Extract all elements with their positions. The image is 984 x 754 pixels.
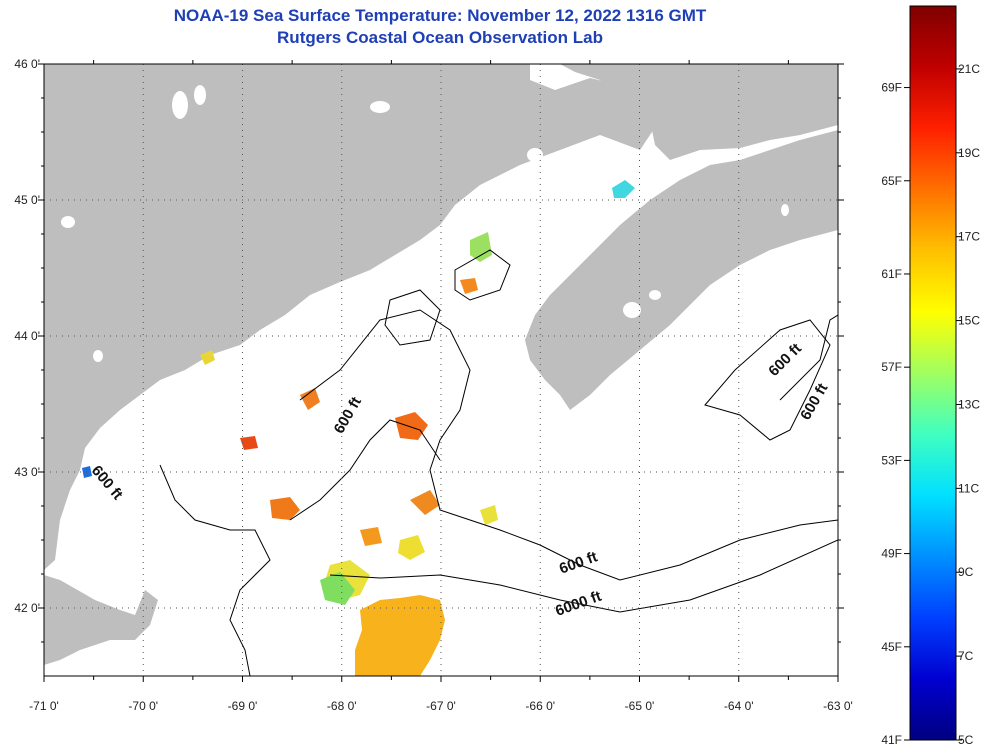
- title-line-2: Rutgers Coastal Ocean Observation Lab: [277, 28, 603, 47]
- land-new-brunswick: [560, 64, 838, 160]
- contour-600ft-scotian-2: [779, 314, 838, 401]
- sst-patch-orange-1: [270, 497, 300, 520]
- lon-tick-label: -69 0': [228, 699, 258, 713]
- colorbar-c-label: 7C: [958, 649, 974, 663]
- contour-600ft-west: [159, 464, 271, 676]
- sst-patch-orange-3: [300, 388, 320, 410]
- map-frame: [43, 63, 839, 677]
- lat-tick-label: 46 0': [14, 57, 40, 71]
- sst-patch-orange-5: [410, 490, 440, 515]
- contour-600ft-gulf: [289, 419, 441, 521]
- sst-patch-fundy-cyan: [612, 180, 635, 198]
- colorbar-f-label: 41F: [881, 733, 902, 747]
- contour-600ft-basin: [299, 309, 838, 581]
- colorbar-f-label: 65F: [881, 174, 902, 188]
- sst-patch-yellow-1: [398, 535, 425, 560]
- colorbar-f-label: 45F: [881, 640, 902, 654]
- lat-tick-label: 44 0': [14, 329, 40, 343]
- lon-tick-label: -64 0': [724, 699, 754, 713]
- colorbar: [909, 5, 957, 741]
- land-cape-cod: [44, 575, 158, 665]
- land-nova-scotia: [525, 130, 838, 410]
- lon-tick-label: -67 0': [426, 699, 456, 713]
- colorbar-c-label: 15C: [958, 314, 980, 328]
- land-new-england: [44, 64, 660, 570]
- lon-tick-label: -65 0': [625, 699, 655, 713]
- lon-tick-label: -68 0': [327, 699, 357, 713]
- contour-600ft-north: [384, 289, 441, 346]
- colorbar-c-label: 17C: [958, 230, 980, 244]
- title-line-1: NOAA-19 Sea Surface Temperature: Novembe…: [173, 6, 707, 25]
- bathymetry-contours: [159, 249, 838, 676]
- lon-tick-label: -70 0': [128, 699, 158, 713]
- sst-patch-green: [320, 572, 355, 605]
- lat-tick-label: 43 0': [14, 465, 40, 479]
- colorbar-f-label: 53F: [881, 453, 902, 467]
- colorbar-f-label: 61F: [881, 267, 902, 281]
- colorbar-f-label: 69F: [881, 81, 902, 95]
- contour-600ft-fundy: [454, 249, 511, 301]
- sst-patch-orange-2: [395, 412, 428, 440]
- colorbar-f-label: 49F: [881, 547, 902, 561]
- contour-600ft-scotian: [704, 319, 831, 441]
- colorbar-c-label: 5C: [958, 733, 974, 747]
- lakes: [61, 85, 789, 362]
- sst-patch-orange-6: [460, 278, 478, 294]
- contour-6000ft: [329, 539, 838, 613]
- sst-patch-red-1: [240, 436, 258, 450]
- land-layer: [44, 64, 838, 665]
- lon-tick-label: -71 0': [29, 699, 59, 713]
- graticule: -71 0' -70 0' -69 0' -68 0' -67 0' -66 0' -65 …: [14, 57, 852, 713]
- colorbar-c-label: 21C: [958, 62, 980, 76]
- sst-patch-fundy-green: [470, 232, 492, 262]
- lon-tick-label: -63 0': [823, 699, 853, 713]
- colorbar-labels: 69F 65F 61F 57F 53F 49F 45F 41F 21C 19C 17C 15C 13C 1…: [881, 62, 980, 747]
- sst-patch-yellow-2: [480, 505, 498, 525]
- colorbar-c-label: 13C: [958, 397, 980, 411]
- sst-patch-orange-4: [360, 527, 382, 546]
- colorbar-c-label: 19C: [958, 146, 980, 160]
- colorbar-f-label: 57F: [881, 360, 902, 374]
- lat-tick-label: 45 0': [14, 193, 40, 207]
- lon-tick-label: -66 0': [525, 699, 555, 713]
- colorbar-c-label: 9C: [958, 565, 974, 579]
- colorbar-c-label: 11C: [958, 481, 979, 495]
- sst-patch-coast-yellow: [200, 350, 215, 365]
- sst-patch-georges: [355, 595, 445, 676]
- sst-patches: [82, 180, 635, 676]
- lat-tick-label: 42 0': [14, 601, 40, 615]
